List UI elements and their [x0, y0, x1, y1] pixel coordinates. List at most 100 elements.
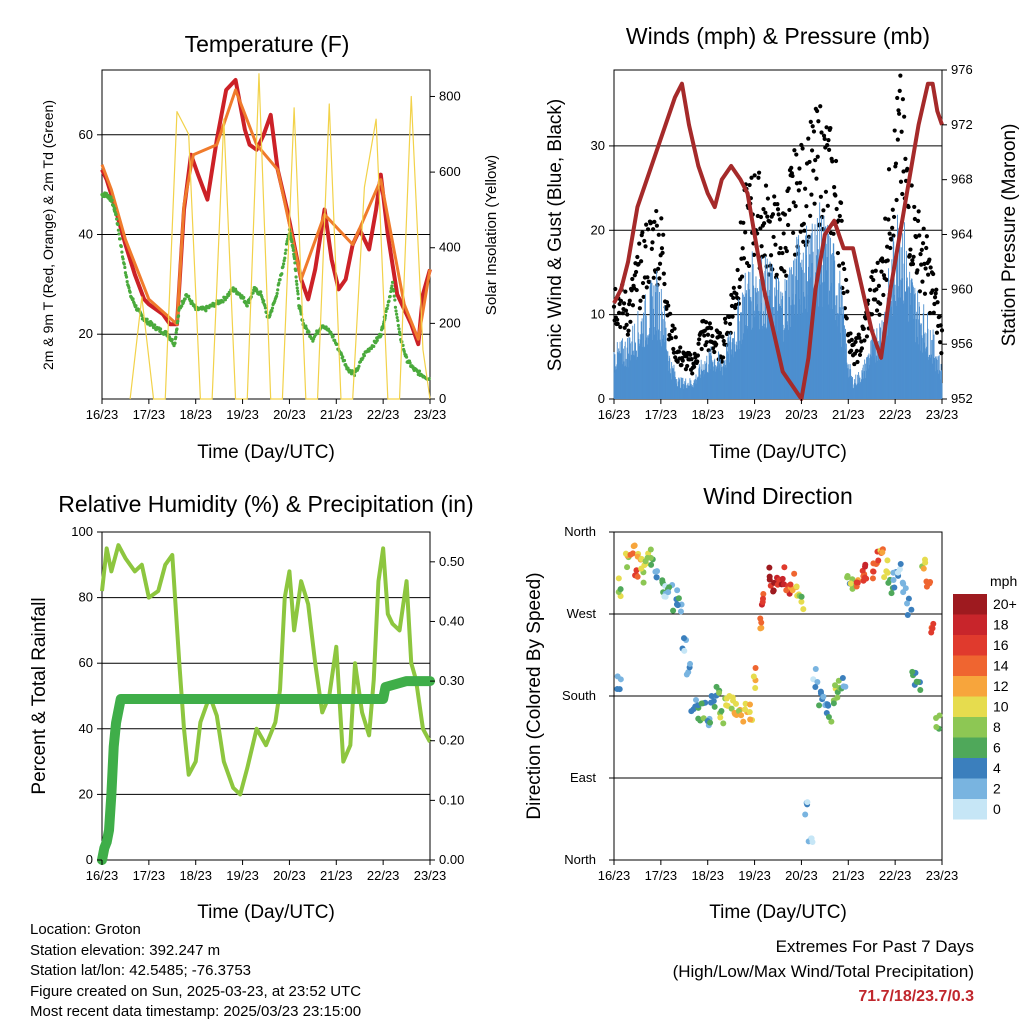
direction-gridlines: [614, 613, 942, 779]
gust-point: [650, 240, 655, 245]
y2-tick-label: 200: [439, 315, 461, 330]
direction-panel: Wind Direction 16/23 17/23 18/23 19/23 20/23…: [524, 483, 1017, 923]
y2-tick-label: 0.00: [439, 852, 464, 867]
gust-point: [893, 161, 899, 166]
gust-point: [883, 216, 888, 221]
dewpoint-point: [263, 306, 268, 310]
dewpoint-point: [251, 291, 255, 295]
direction-point: [633, 567, 640, 574]
gust-point: [807, 159, 812, 165]
recent-text: Most recent data timestamp: 2025/03/23 2…: [30, 1003, 362, 1020]
gust-point: [808, 119, 813, 124]
gust-point: [859, 346, 864, 351]
gust-point: [640, 280, 646, 286]
gust-point: [627, 301, 632, 307]
dewpoint-point: [153, 323, 157, 327]
direction-point: [923, 583, 930, 590]
gust-point: [680, 358, 685, 363]
gust-point: [673, 335, 678, 340]
direction-point: [798, 593, 805, 600]
x-tick-label: 16/23: [86, 407, 119, 422]
gust-point: [710, 346, 716, 351]
gust-point: [844, 277, 849, 283]
gust-point: [672, 326, 677, 331]
gust-point: [671, 346, 676, 352]
direction-point: [884, 557, 891, 564]
gust-point: [689, 357, 694, 362]
y-tick-label: 60: [79, 655, 93, 670]
dewpoint-point: [296, 289, 300, 293]
dewpoint-point: [121, 257, 125, 261]
direction-point: [752, 664, 759, 671]
x-tick-label: 22/23: [367, 868, 400, 883]
gust-point: [934, 287, 939, 292]
gust-point: [800, 146, 805, 151]
direction-point: [928, 629, 935, 636]
gust-point: [885, 258, 890, 263]
gust-point: [762, 253, 767, 258]
dewpoint-point: [384, 309, 388, 314]
dewpoint-point: [281, 265, 285, 269]
legend-label: 6: [993, 740, 1001, 756]
gust-point: [705, 332, 711, 337]
gust-point: [782, 269, 787, 274]
gust-point: [793, 204, 798, 209]
gust-point: [932, 295, 938, 300]
gust-point: [856, 332, 861, 337]
gust-point: [775, 207, 781, 212]
dewpoint-point: [324, 325, 328, 329]
direction-point: [881, 574, 888, 581]
gust-point: [628, 319, 633, 324]
dewpoint-point: [401, 343, 405, 347]
dewpoint-point: [372, 344, 376, 348]
gust-point: [625, 332, 630, 337]
legend-label: 8: [993, 719, 1001, 735]
gust-point: [626, 328, 631, 333]
gust-point: [640, 230, 645, 235]
dewpoint-point: [375, 338, 379, 342]
gust-point: [616, 310, 622, 315]
gust-point: [627, 298, 632, 303]
location-text: Location: Groton: [30, 921, 141, 938]
dewpoint-point: [174, 331, 178, 335]
direction-point: [781, 564, 788, 571]
gust-point: [873, 297, 878, 302]
direction-point: [812, 684, 819, 691]
dewpoint-point: [278, 277, 282, 282]
gust-point: [776, 212, 781, 217]
dewpoint-point: [134, 304, 138, 308]
legend-label: 4: [993, 760, 1001, 776]
legend-swatch: [953, 655, 987, 676]
gust-point: [906, 204, 911, 210]
gust-point: [808, 213, 813, 218]
legend-label: 10: [993, 699, 1009, 715]
gust-point: [841, 290, 846, 296]
gust-point: [926, 272, 931, 277]
dewpoint-point: [280, 272, 284, 276]
gust-point: [831, 231, 836, 236]
dewpoint-point: [417, 369, 422, 373]
gust-point: [720, 334, 725, 339]
direction-point: [640, 579, 647, 586]
dewpoint-point: [175, 327, 179, 331]
direction-point: [750, 673, 757, 680]
dewpoint-point: [381, 324, 385, 328]
gust-point: [794, 181, 800, 186]
direction-point: [707, 699, 714, 706]
legend-swatch: [953, 778, 987, 799]
dewpoint-point: [427, 377, 431, 381]
x-tick-label: 18/23: [179, 868, 212, 883]
dewpoint-point: [283, 251, 287, 256]
gust-point: [782, 212, 788, 217]
gust-point: [656, 232, 661, 237]
direction-point: [825, 713, 832, 720]
direction-point: [681, 647, 688, 654]
gust-point: [821, 133, 827, 138]
legend-label: 20+: [993, 596, 1017, 612]
dewpoint-point: [274, 294, 279, 298]
legend-swatch: [953, 799, 987, 820]
direction-point: [904, 600, 911, 607]
gust-point: [855, 359, 860, 365]
gust-point: [690, 371, 695, 376]
dewpoint-point: [361, 356, 365, 360]
